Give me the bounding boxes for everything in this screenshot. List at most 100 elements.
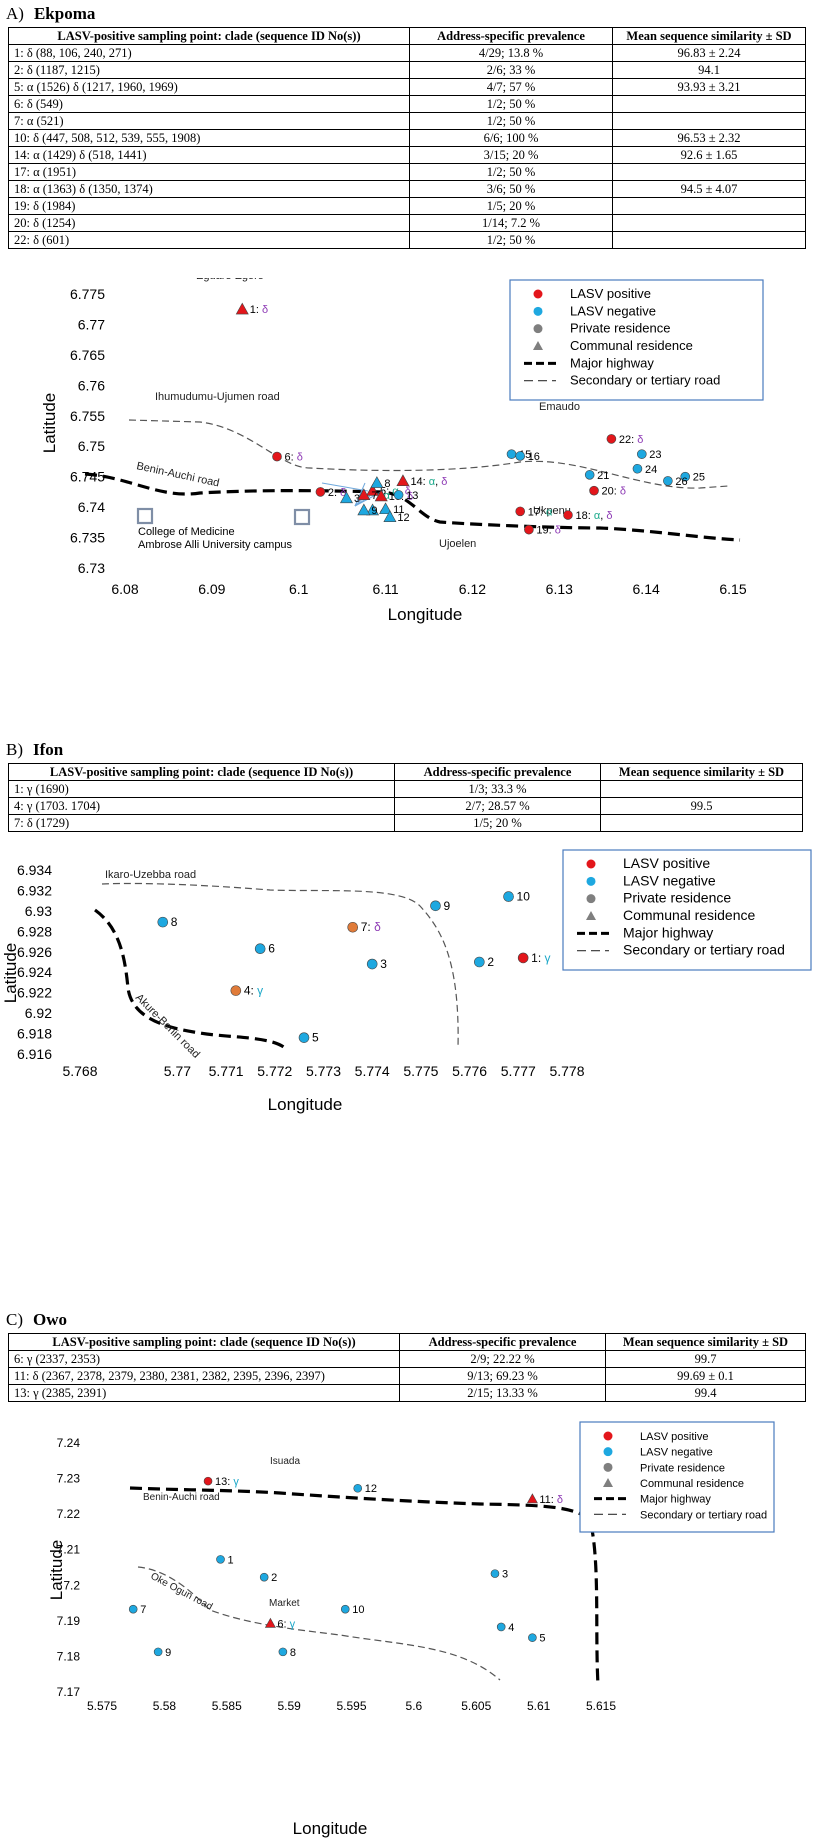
legend-item-2: Private residence bbox=[640, 1462, 725, 1474]
table-row: 19: δ (1984) 1/5; 20 % bbox=[8, 197, 806, 215]
table-row: 7: δ (1729) 1/5; 20 % bbox=[8, 814, 803, 832]
cell-prevalence: 3/6; 50 % bbox=[409, 180, 613, 198]
cell-prevalence: 3/15; 20 % bbox=[409, 146, 613, 164]
y-tick-label: 6.932 bbox=[17, 882, 52, 898]
legend-negative-swatch bbox=[533, 306, 543, 316]
legend-item-3: Communal residence bbox=[623, 907, 755, 923]
campus-marker bbox=[293, 508, 311, 526]
x-axis-label: Longitude bbox=[388, 605, 463, 624]
marker-13 bbox=[203, 1476, 213, 1486]
point-label-2: 2 bbox=[487, 955, 494, 969]
legend-item-4: Major highway bbox=[623, 924, 713, 940]
point-label-12: 12 bbox=[365, 1483, 377, 1495]
point-label-9: 9 bbox=[444, 899, 451, 913]
point-label-20: 20: δ bbox=[602, 486, 626, 498]
cell-similarity bbox=[612, 163, 806, 181]
legend-item-3: Communal residence bbox=[570, 338, 693, 353]
point-label-9: 9 bbox=[371, 505, 377, 517]
cell-similarity bbox=[612, 231, 806, 249]
marker-11 bbox=[379, 502, 393, 515]
marker-14 bbox=[396, 474, 410, 487]
table-row: 5: α (1526) δ (1217, 1960, 1969) 4/7; 57 … bbox=[8, 78, 806, 96]
marker-1 bbox=[517, 952, 529, 964]
y-tick-label: 6.924 bbox=[17, 964, 52, 980]
x-tick-label: 5.575 bbox=[87, 1699, 117, 1713]
point-label-23: 23 bbox=[649, 449, 661, 461]
place-label: Isuada bbox=[270, 1456, 300, 1467]
ifon-table: LASV-positive sampling point: clade (seq… bbox=[8, 763, 803, 832]
marker-7 bbox=[357, 488, 371, 501]
point-label-13: 13 bbox=[406, 490, 418, 502]
x-tick-label: 5.605 bbox=[461, 1699, 491, 1713]
table-header-row: LASV-positive sampling point: clade (seq… bbox=[8, 27, 806, 45]
x-tick-label: 5.59 bbox=[277, 1699, 301, 1713]
y-tick-label: 6.93 bbox=[25, 903, 52, 919]
y-tick-label: 6.916 bbox=[17, 1046, 52, 1062]
marker-24 bbox=[632, 463, 643, 474]
leader-line bbox=[321, 482, 369, 492]
cell-similarity: 99.7 bbox=[605, 1350, 806, 1368]
cell-sampling-point: 7: δ (1729) bbox=[8, 814, 395, 832]
y-tick-label: 6.922 bbox=[17, 985, 52, 1001]
place-label: Benin-Auchi road bbox=[135, 460, 220, 489]
marker-5 bbox=[298, 1032, 310, 1043]
marker-12 bbox=[383, 510, 397, 522]
owo-table: LASV-positive sampling point: clade (seq… bbox=[8, 1333, 806, 1402]
legend-item-1: LASV negative bbox=[640, 1447, 713, 1459]
point-label-3: 3 bbox=[354, 493, 360, 505]
marker-3 bbox=[366, 958, 378, 970]
table-row: 14: α (1429) δ (518, 1441) 3/15; 20 % 92.6… bbox=[8, 146, 806, 164]
col-header-similarity: Mean sequence similarity ± SD bbox=[612, 27, 806, 45]
marker-9 bbox=[357, 503, 371, 516]
point-label-3: 3 bbox=[380, 957, 387, 971]
table-row: 4: γ (1703. 1704) 2/7; 28.57 % 99.5 bbox=[8, 797, 803, 815]
panel-c-label: C) bbox=[6, 1310, 23, 1329]
marker-4 bbox=[230, 985, 242, 996]
cell-prevalence: 1/3; 33.3 % bbox=[394, 780, 601, 798]
cell-prevalence: 1/5; 20 % bbox=[394, 814, 601, 832]
marker-10 bbox=[503, 891, 514, 902]
legend-item-3: Communal residence bbox=[640, 1478, 744, 1490]
point-label-1: 1: δ bbox=[250, 304, 268, 316]
ekpoma-table: LASV-positive sampling point: clade (seq… bbox=[8, 27, 806, 249]
marker-2 bbox=[259, 1572, 269, 1582]
x-tick-label: 5.772 bbox=[257, 1063, 292, 1079]
legend-private-swatch bbox=[586, 894, 596, 904]
place-label: Market bbox=[269, 1598, 300, 1609]
cell-prevalence: 1/14; 7.2 % bbox=[409, 214, 613, 232]
cell-prevalence: 2/9; 22.22 % bbox=[399, 1350, 606, 1368]
point-label-5: 5 bbox=[539, 1633, 545, 1645]
major-highway bbox=[129, 1486, 600, 1686]
place-label: Ujoelen bbox=[439, 538, 476, 550]
x-tick-label: 5.775 bbox=[403, 1063, 438, 1079]
legend-negative-swatch bbox=[603, 1447, 613, 1457]
cell-similarity: 96.53 ± 2.32 bbox=[612, 129, 806, 147]
x-tick-label: 5.768 bbox=[62, 1063, 97, 1079]
point-label-1: 1: γ bbox=[531, 951, 550, 965]
cell-prevalence: 4/7; 57 % bbox=[409, 78, 613, 96]
legend-item-5: Secondary or tertiary road bbox=[623, 942, 785, 958]
x-tick-label: 6.14 bbox=[633, 581, 660, 597]
cell-prevalence: 9/13; 69.23 % bbox=[399, 1367, 606, 1385]
marker-3 bbox=[339, 491, 353, 504]
legend-private-swatch bbox=[533, 324, 543, 334]
marker-13 bbox=[393, 490, 404, 500]
cell-prevalence: 2/7; 28.57 % bbox=[394, 797, 601, 815]
x-tick-label: 5.773 bbox=[306, 1063, 341, 1079]
col-header-prevalence: Address-specific prevalence bbox=[394, 763, 601, 781]
table-row: 1: δ (88, 106, 240, 271) 4/29; 13.8 % 96.8… bbox=[8, 44, 806, 62]
marker-7 bbox=[128, 1604, 138, 1614]
y-tick-label: 7.22 bbox=[57, 1507, 81, 1521]
y-tick-label: 6.92 bbox=[25, 1005, 52, 1021]
table-row: 18: α (1363) δ (1350, 1374) 3/6; 50 % 94.5… bbox=[8, 180, 806, 198]
col-header-prevalence: Address-specific prevalence bbox=[399, 1333, 606, 1351]
point-label-26: 26 bbox=[675, 476, 687, 488]
cell-prevalence: 1/2; 50 % bbox=[409, 95, 613, 113]
legend-item-5: Secondary or tertiary road bbox=[570, 373, 720, 388]
marker-10 bbox=[374, 489, 388, 502]
x-tick-label: 5.585 bbox=[212, 1699, 242, 1713]
place-label: Oke Ogun road bbox=[149, 1571, 215, 1613]
major-highway bbox=[84, 472, 741, 542]
legend-item-0: LASV positive bbox=[623, 855, 710, 871]
cell-prevalence: 1/2; 50 % bbox=[409, 231, 613, 249]
